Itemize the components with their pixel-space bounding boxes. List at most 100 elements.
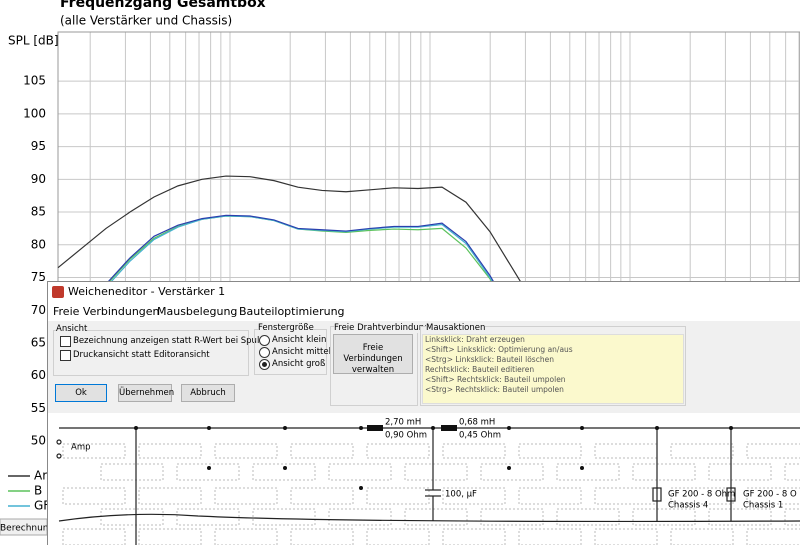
placeholder-box (480, 508, 544, 526)
y-tick-label: 65 (31, 335, 46, 349)
group-label: Freie Drahtverbindungen (334, 323, 441, 333)
capacitor-label: 100, µF (445, 490, 477, 500)
button[interactable]: Freie Verbindungen verwalten (333, 334, 413, 375)
button-line: Freie Verbindungen (343, 343, 403, 364)
dialog: Weicheneditor - Verstärker 1 Freie Verbi… (47, 281, 800, 545)
chassis-label: GF 200 - 8 Ohm (668, 490, 735, 500)
curve (57, 215, 539, 365)
button[interactable]: Übernehmen (118, 384, 174, 402)
placeholder-box (708, 463, 772, 481)
node (507, 426, 511, 430)
group-box (53, 330, 249, 376)
placeholder-box (100, 463, 164, 481)
placeholder-box (442, 487, 506, 505)
placeholder-box (404, 463, 468, 481)
radio[interactable] (259, 359, 270, 370)
radio-label: Ansicht groß (272, 359, 326, 369)
placeholder-box (594, 528, 658, 545)
radio-label: Ansicht klein (272, 335, 327, 345)
placeholder-box (62, 443, 126, 459)
placeholder-box (708, 508, 772, 526)
y-tick-label: 100 (23, 106, 46, 120)
y-tick-label: 75 (31, 270, 46, 284)
placeholder-box (214, 443, 278, 459)
placeholder-box (328, 508, 392, 526)
placeholder-box (594, 443, 658, 459)
placeholder-box (518, 528, 582, 545)
checkbox-label: Bezeichnung anzeigen statt R-Wert bei Sp… (73, 336, 270, 346)
placeholder-box (366, 443, 430, 459)
menu-item[interactable]: Bauteiloptimierung (239, 305, 345, 318)
group-label: Fenstergröße (258, 323, 314, 333)
info-line: <Shift> Rechtsklick: Bauteil umpolen (425, 375, 566, 384)
placeholder-box (366, 528, 430, 545)
info-line: <Shift> Linksklick: Optimierung an/aus (425, 345, 573, 354)
placeholder-box (632, 508, 696, 526)
placeholder-box (214, 487, 278, 505)
checkbox-label: Druckansicht statt Editoransicht (73, 350, 210, 360)
placeholder-box (214, 528, 278, 545)
menu-bar (48, 302, 800, 321)
chart-subtitle: (alle Verstärker und Chassis) (60, 14, 232, 28)
terminal (56, 453, 62, 459)
node (283, 466, 287, 470)
radio-label: Ansicht mittel (272, 347, 331, 357)
speaker (726, 487, 736, 502)
y-tick-label: 50 (31, 434, 46, 448)
placeholder-box (252, 463, 316, 481)
placeholder-box (138, 528, 202, 545)
y-tick-label: 80 (31, 237, 46, 251)
checkbox[interactable] (60, 336, 71, 347)
placeholder-box (252, 508, 316, 526)
circuit: Amp 2,70 mH 0,90 Ohm 0,68 mH 0,45 Ohm 10… (56, 418, 800, 545)
placeholder-box (100, 508, 164, 526)
coil-label: 0,68 mH (459, 418, 495, 428)
legend-label: Ar (34, 469, 47, 483)
menu-item[interactable]: Mausbelegung (157, 305, 238, 318)
checkbox[interactable] (60, 350, 71, 361)
chassis-label: Chassis 1 (743, 501, 783, 511)
node (207, 466, 211, 470)
coil (367, 425, 383, 431)
radio[interactable] (259, 335, 270, 346)
node (134, 426, 138, 430)
info-line: <Strg> Linksklick: Bauteil löschen (425, 355, 554, 364)
status-text: Berechnung (0, 524, 54, 534)
menu-item[interactable]: Freie Verbindungen (53, 305, 160, 318)
y-tick-label: 85 (31, 205, 46, 219)
placeholder-box (328, 463, 392, 481)
placeholder-box (176, 463, 240, 481)
placeholder-box (518, 487, 582, 505)
y-tick-label: 105 (23, 74, 46, 88)
button[interactable]: Abbruch (181, 384, 235, 402)
node (580, 426, 584, 430)
node (655, 426, 659, 430)
placeholder-box (632, 463, 696, 481)
node (729, 426, 733, 430)
curve (57, 214, 539, 363)
legend-label: GF (34, 499, 50, 513)
y-tick-label: 95 (31, 139, 46, 153)
placeholder-box (138, 443, 202, 459)
placeholder-box (670, 487, 734, 505)
placeholder-box (670, 528, 734, 545)
circuit-area (48, 413, 800, 545)
placeholder-box (62, 528, 126, 545)
button[interactable]: Ok (55, 384, 107, 402)
placeholder-box (290, 443, 354, 459)
info-line: Linksklick: Draht erzeugen (425, 335, 525, 344)
y-tick-label: 55 (31, 401, 46, 415)
app-icon (52, 286, 64, 298)
wire (58, 513, 800, 523)
node (431, 426, 435, 430)
chassis-label: Chassis 4 (668, 501, 708, 511)
terminal (56, 439, 62, 445)
placeholder-box (290, 487, 354, 505)
placeholder-box (404, 508, 468, 526)
node (359, 426, 363, 430)
node (580, 466, 584, 470)
amp-label: Amp (71, 443, 91, 453)
radio[interactable] (259, 347, 270, 358)
placeholder-box (518, 443, 582, 459)
